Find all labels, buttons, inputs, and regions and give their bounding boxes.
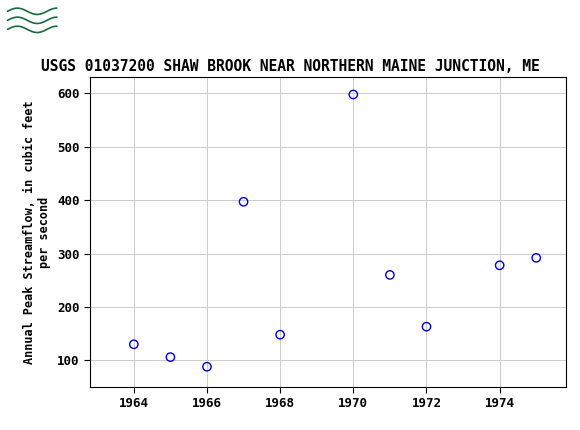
Bar bbox=[5, 3, 60, 42]
Point bbox=[239, 198, 248, 205]
Point bbox=[385, 271, 394, 278]
Y-axis label: Annual Peak Streamflow, in cubic feet
per second: Annual Peak Streamflow, in cubic feet pe… bbox=[23, 100, 52, 364]
Point bbox=[202, 363, 212, 370]
Point bbox=[129, 341, 139, 348]
Point bbox=[349, 91, 358, 98]
Point bbox=[495, 262, 504, 269]
Text: USGS: USGS bbox=[68, 12, 137, 33]
Point bbox=[422, 323, 431, 330]
Point bbox=[166, 353, 175, 360]
Point bbox=[276, 331, 285, 338]
Point bbox=[532, 255, 541, 261]
Text: USGS 01037200 SHAW BROOK NEAR NORTHERN MAINE JUNCTION, ME: USGS 01037200 SHAW BROOK NEAR NORTHERN M… bbox=[41, 59, 539, 74]
